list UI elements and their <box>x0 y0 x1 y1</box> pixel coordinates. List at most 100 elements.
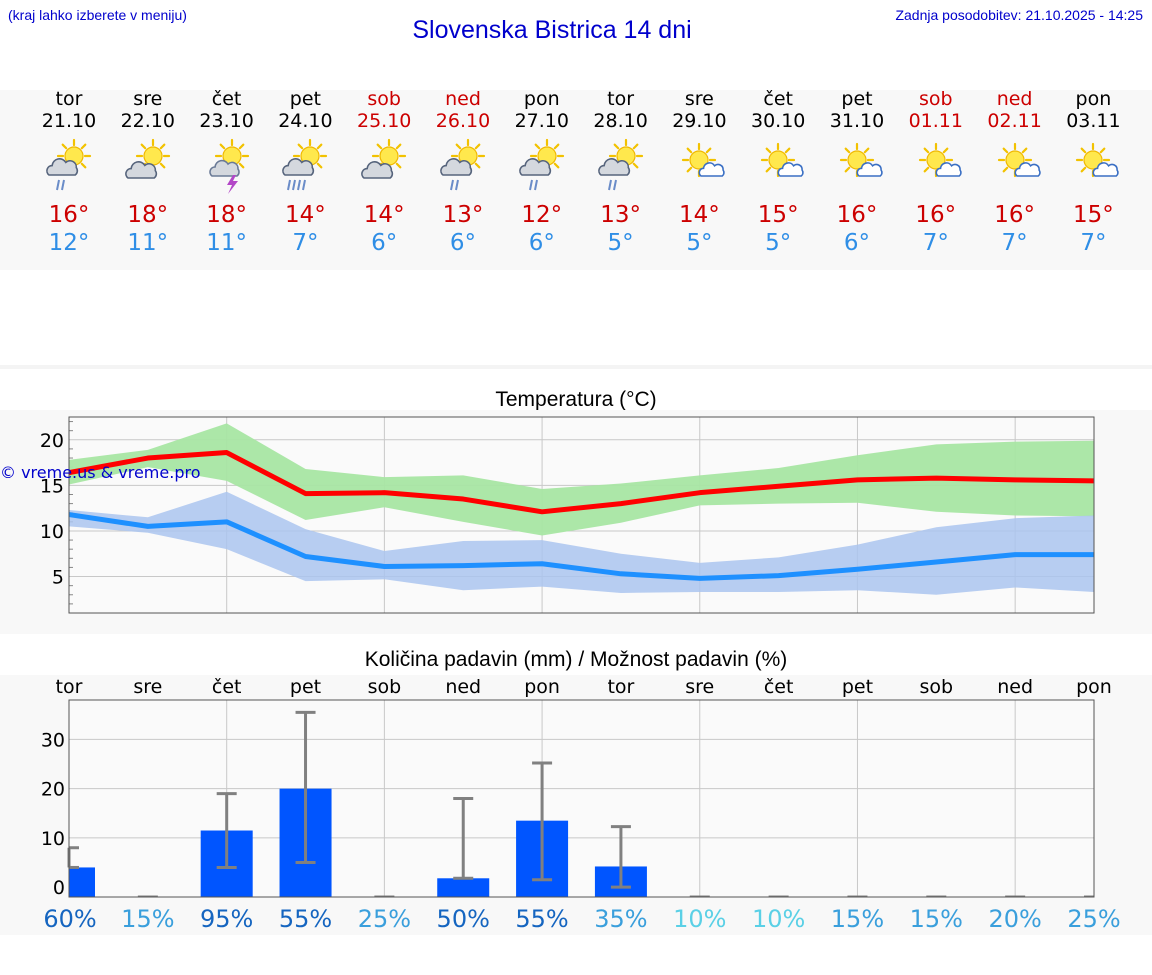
sun-cloud-light-rain-icon <box>46 138 92 191</box>
lightning-icon <box>226 175 238 194</box>
day-date: 03.11 <box>1066 110 1121 132</box>
day-name: sob <box>367 88 401 110</box>
x-tick-label: čet <box>764 676 794 698</box>
rain-icon <box>287 179 307 191</box>
day-date: 30.10 <box>750 110 806 132</box>
max-temperature: 18° <box>127 202 169 228</box>
last-updated: Zadnja posodobitev: 21.10.2025 - 14:25 <box>895 7 1143 23</box>
day-name: tor <box>55 88 83 110</box>
x-tick-label: pet <box>290 676 321 698</box>
day-name: sre <box>133 88 163 110</box>
min-temperature: 6° <box>371 230 398 256</box>
max-temperature: 14° <box>363 202 405 228</box>
day-column: pon 27.10 12° 6° <box>502 88 582 257</box>
day-column: pon 03.11 15° 7° <box>1053 88 1133 257</box>
sun-cloud-light-rain-icon <box>440 138 486 191</box>
max-temperature: 16° <box>836 202 878 228</box>
precipitation-probability: 25% <box>1067 905 1120 933</box>
sun-thunderstorm-icon <box>208 138 249 194</box>
day-name: sob <box>919 88 953 110</box>
min-temperature-line <box>68 512 1094 581</box>
max-temperature: 16° <box>915 202 957 228</box>
sun-cloud-light-rain-icon <box>597 138 643 191</box>
error-bar <box>295 710 316 865</box>
sun-cloud-rain-icon <box>282 138 328 191</box>
x-tick-label: pet <box>842 676 873 698</box>
sun-small-cloud-icon <box>839 142 883 178</box>
daily-forecast: tor 21.10 16° 12° sre 22.10 18° 11° čet … <box>0 88 1152 268</box>
sun-small-cloud-icon <box>682 142 726 178</box>
y-tick-label: 20 <box>41 779 65 801</box>
day-column: tor 21.10 16° 12° <box>29 88 109 257</box>
temperature-chart-title: Temperatura (°C) <box>495 388 657 411</box>
cloud-icon <box>440 158 473 176</box>
cloud-icon <box>1014 162 1041 177</box>
max-temperature-line <box>68 450 1095 515</box>
precipitation-bar <box>69 867 95 897</box>
day-name: pon <box>1075 88 1112 110</box>
max-temperature: 14° <box>679 202 720 228</box>
day-name: sre <box>684 88 714 110</box>
x-tick-label: sob <box>920 676 954 698</box>
cloud-icon <box>856 162 883 177</box>
cloud-icon <box>597 158 630 176</box>
max-temperature: 13° <box>442 202 484 228</box>
max-temperature-range <box>69 423 1094 536</box>
plot-frame <box>68 416 1095 614</box>
day-column: sre 29.10 14° 5° <box>659 88 739 257</box>
x-tick-label: tor <box>607 676 634 698</box>
min-temperature: 7° <box>1001 230 1028 256</box>
cloud-icon <box>935 162 962 177</box>
sun-cloud-icon <box>124 138 170 179</box>
x-tick-label: sob <box>368 676 402 698</box>
min-temperature: 5° <box>765 230 792 256</box>
day-column: ned 02.11 16° 7° <box>975 88 1055 257</box>
day-column: čet 30.10 15° 5° <box>738 88 818 257</box>
y-tick-label: 0 <box>53 877 65 899</box>
y-tick-label: 20 <box>40 430 64 452</box>
x-tick-label: ned <box>445 676 481 698</box>
error-bar <box>216 792 237 869</box>
max-temperature: 18° <box>206 202 247 228</box>
precipitation-chart: tor sre čet pet sob ned pon tor sre čet pet sob ned p… <box>41 676 1121 933</box>
precipitation-probability: 15% <box>121 905 174 933</box>
cloud-icon <box>1092 162 1120 177</box>
sun-cloud-icon <box>361 138 407 179</box>
day-column: ned 26.10 13° 6° <box>423 88 503 257</box>
cloud-icon <box>698 162 726 177</box>
day-name: pet <box>841 88 873 110</box>
precipitation-probability: 55% <box>515 905 568 933</box>
precipitation-probability: 25% <box>358 905 411 933</box>
day-date: 27.10 <box>514 110 569 132</box>
error-bar <box>532 761 553 882</box>
x-tick-label: sre <box>685 676 714 698</box>
sun-icon <box>293 138 328 174</box>
min-temperature: 5° <box>607 230 634 256</box>
x-tick-label: pon <box>524 676 560 698</box>
precipitation-probability: 95% <box>200 905 253 933</box>
precipitation-probability: 15% <box>831 905 884 933</box>
sun-small-cloud-icon <box>761 142 804 178</box>
y-tick-label: 10 <box>41 828 65 850</box>
y-tick-label: 15 <box>40 475 64 497</box>
day-date: 28.10 <box>593 110 648 132</box>
day-name: ned <box>996 88 1033 110</box>
day-column: tor 28.10 13° 5° <box>581 88 661 257</box>
day-column: sob 01.11 16° 7° <box>896 88 976 257</box>
day-name: čet <box>763 88 793 110</box>
precipitation-chart-title: Količina padavin (mm) / Možnost padavin … <box>364 648 788 671</box>
y-tick-label: 5 <box>52 567 64 589</box>
x-tick-label: tor <box>56 676 83 698</box>
day-name: ned <box>445 88 481 110</box>
precipitation-probability: 10% <box>673 905 726 933</box>
rain-icon <box>56 179 65 191</box>
y-tick-label: 30 <box>41 729 65 751</box>
sun-small-cloud-icon <box>997 142 1041 178</box>
day-date: 26.10 <box>435 110 491 132</box>
min-temperature: 7° <box>292 230 319 256</box>
y-tick-label: 10 <box>40 521 64 543</box>
day-date: 24.10 <box>278 110 333 132</box>
watermark: © vreme.us & vreme.pro <box>0 463 201 482</box>
max-temperature: 15° <box>757 202 799 228</box>
day-name: pet <box>289 88 321 110</box>
